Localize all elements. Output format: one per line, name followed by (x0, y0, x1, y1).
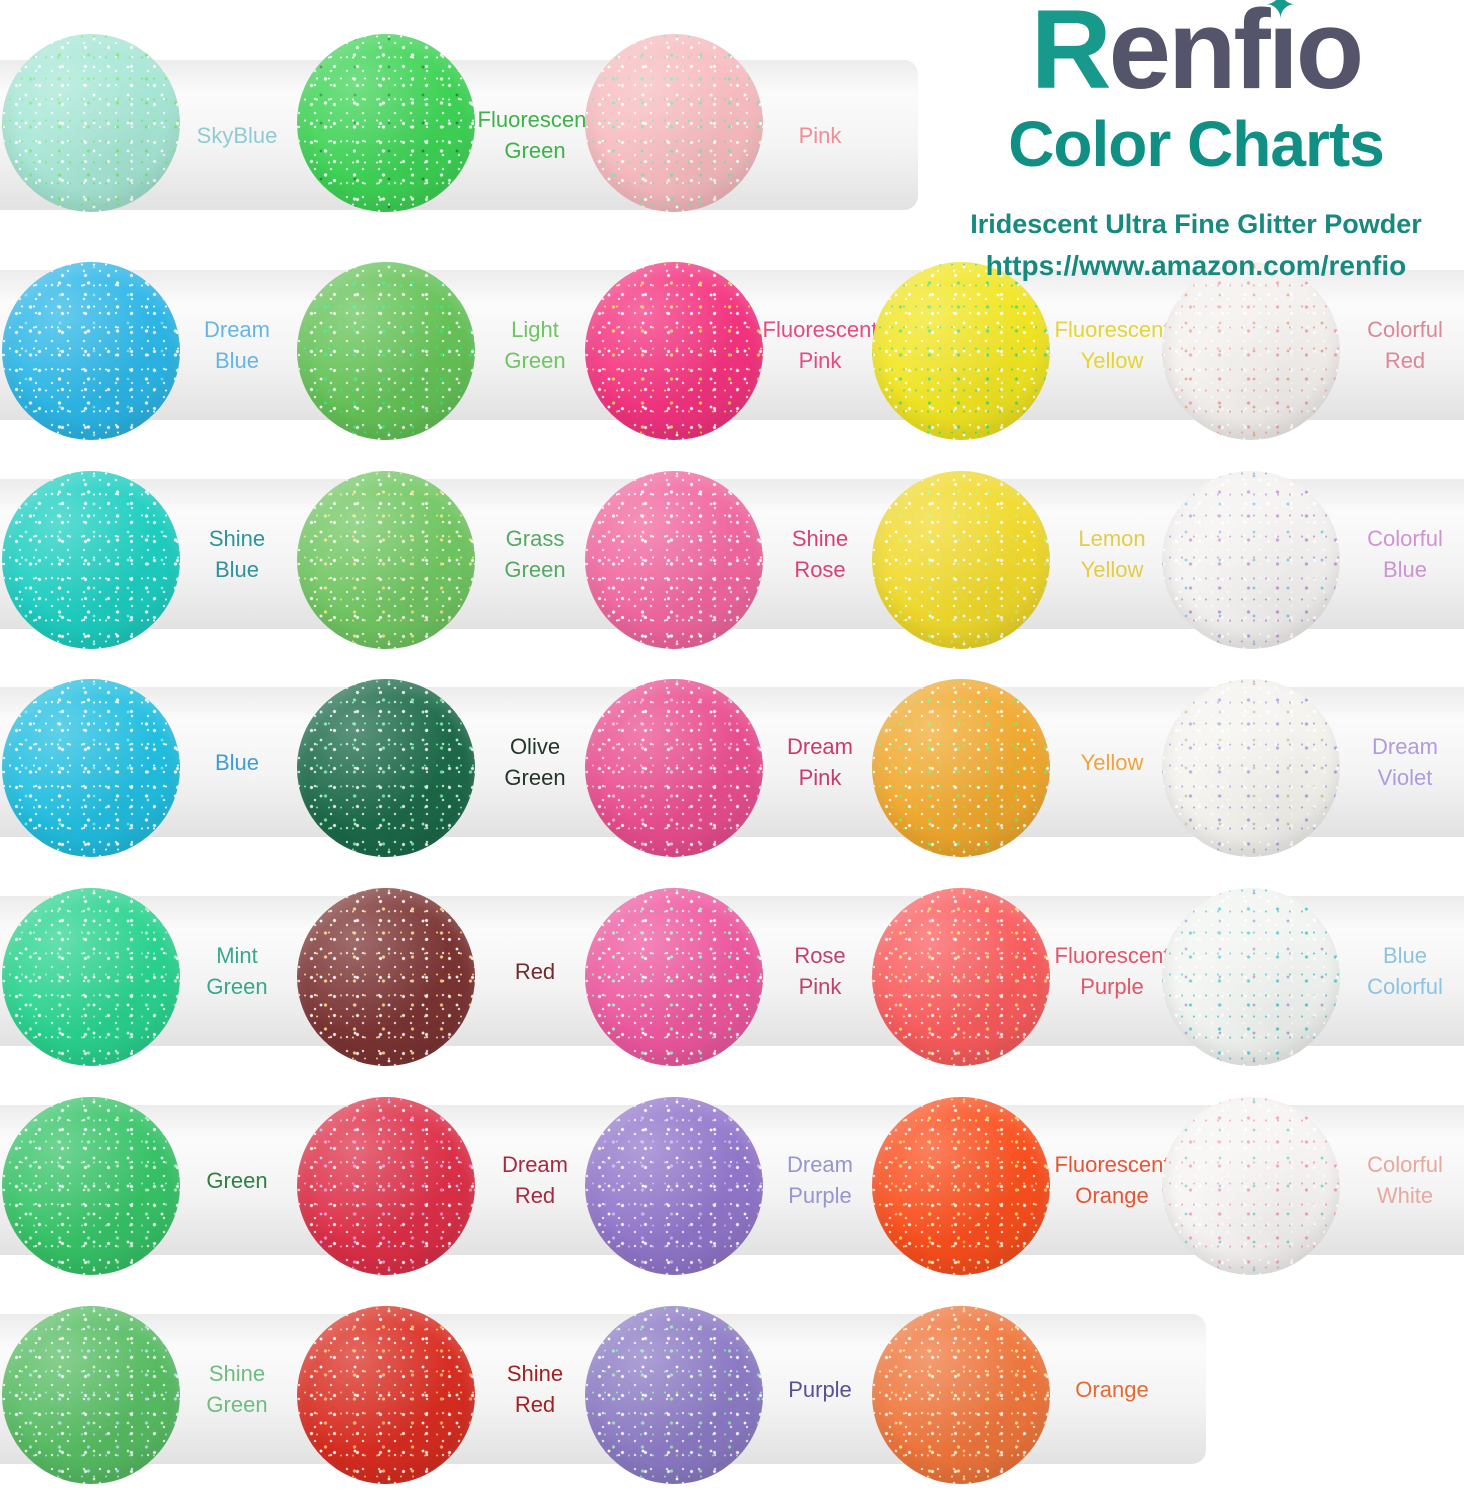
label-red: Red (514, 958, 556, 984)
swatch-dream-red (297, 1097, 475, 1275)
swatch-shine-blue (2, 471, 180, 649)
label-shine-green: Shine Green (206, 1361, 268, 1417)
label-yellow: Yellow (1080, 749, 1144, 775)
swatch-row-5: Mint Green Red Rose Pink Fluorescent Purple… (0, 864, 1464, 1072)
swatch-sky-blue (2, 34, 180, 212)
label-colorful-blue: Colorful Blue (1367, 526, 1443, 582)
swatch-colorful-red (1162, 262, 1340, 440)
label-olive-green: Olive Green (504, 734, 566, 790)
brand-i: ✦ ı (1264, 0, 1299, 106)
label-fluorescent-orange: Fluorescent Orange (1054, 1152, 1170, 1208)
swatch-row-6: Green Dream Red Dream Purple Fluorescent Or… (0, 1073, 1464, 1281)
swatch-rose-pink (585, 888, 763, 1066)
swatch-dream-pink (585, 679, 763, 857)
swatch-row-3: Shine Blue Grass Green Shine Rose Lemon Yel… (0, 447, 1464, 655)
label-shine-red: Shine Red (506, 1361, 564, 1417)
label-fluorescent-pink: Fluorescent Pink (762, 317, 878, 373)
label-blue-colorful: Blue Colorful (1367, 943, 1443, 999)
swatch-green (2, 1097, 180, 1275)
swatch-fluorescent-yellow (872, 262, 1050, 440)
swatch-fluorescent-green (297, 34, 475, 212)
label-shine-blue: Shine Blue (208, 526, 266, 582)
header: Renf ✦ ıo Color Charts Iridescent Ultra Fi… (928, 0, 1464, 281)
swatch-lemon-yellow (872, 471, 1050, 649)
swatch-row-7: Shine Green Shine Red Purple Orange (0, 1282, 1464, 1490)
brand-mid: enf (1108, 0, 1271, 112)
label-mint-green: Mint Green (206, 943, 268, 999)
swatch-colorful-white (1162, 1097, 1340, 1275)
product-subtitle: Iridescent Ultra Fine Glitter Powder (970, 209, 1422, 239)
swatch-fluorescent-orange (872, 1097, 1050, 1275)
label-dream-violet: Dream Violet (1371, 734, 1438, 790)
swatch-purple (585, 1306, 763, 1484)
page-title: Color Charts (1008, 108, 1385, 180)
swatch-light-green (297, 262, 475, 440)
swatch-shine-rose (585, 471, 763, 649)
store-url: https://www.amazon.com/renfio (985, 249, 1407, 281)
label-green: Green (206, 1167, 268, 1193)
label-purple: Purple (788, 1376, 852, 1402)
brand-end: o (1295, 0, 1364, 112)
label-fluorescent-green: Fluorescent Green (477, 107, 593, 163)
swatch-colorful-blue (1162, 471, 1340, 649)
swatch-fluorescent-purple (872, 888, 1050, 1066)
swatch-row-4: Blue Olive Green Dream Pink Yellow Dream Vio… (0, 655, 1464, 863)
swatch-olive-green (297, 679, 475, 857)
label-blue: Blue (214, 749, 260, 775)
swatch-red (297, 888, 475, 1066)
sparkle-icon: ✦ (1264, 0, 1297, 27)
brand-letter-r: R (1030, 0, 1112, 112)
swatch-shine-red (297, 1306, 475, 1484)
label-fluorescent-purple: Fluorescent Purple (1054, 943, 1170, 999)
label-shine-rose: Shine Rose (791, 526, 849, 582)
swatch-row-1: SkyBlue Fluorescent Green Pink (0, 28, 1464, 236)
label-dream-purple: Dream Purple (786, 1152, 853, 1208)
swatch-mint-green (2, 888, 180, 1066)
brand-i-letter: ı (1267, 0, 1299, 112)
swatch-shine-green (2, 1306, 180, 1484)
swatch-yellow (872, 679, 1050, 857)
swatch-fluorescent-pink (585, 262, 763, 440)
swatch-grass-green (297, 471, 475, 649)
swatch-orange (872, 1306, 1050, 1484)
label-colorful-red: Colorful Red (1367, 317, 1443, 373)
swatch-dream-blue (2, 262, 180, 440)
label-rose-pink: Rose Pink (794, 943, 846, 999)
swatch-blue (2, 679, 180, 857)
label-light-green: Light Green (504, 317, 566, 373)
label-fluorescent-yellow: Fluorescent Yellow (1054, 317, 1170, 373)
swatch-dream-violet (1162, 679, 1340, 857)
label-dream-red: Dream Red (501, 1152, 568, 1208)
label-pink: Pink (798, 122, 842, 148)
label-lemon-yellow: Lemon Yellow (1078, 526, 1146, 582)
swatch-dream-purple (585, 1097, 763, 1275)
label-orange: Orange (1075, 1376, 1149, 1402)
swatch-blue-colorful (1162, 888, 1340, 1066)
label-colorful-white: Colorful White (1367, 1152, 1443, 1208)
brand-logo: Renf ✦ ıo (928, 0, 1464, 106)
label-dream-blue: Dream Blue (203, 317, 270, 373)
swatch-row-2: Dream Blue Light Green Fluorescent Pink Flu… (0, 238, 1464, 446)
label-dream-pink: Dream Pink (786, 734, 853, 790)
swatch-pink (585, 34, 763, 212)
label-grass-green: Grass Green (504, 526, 566, 582)
label-sky-blue: SkyBlue (196, 122, 278, 148)
